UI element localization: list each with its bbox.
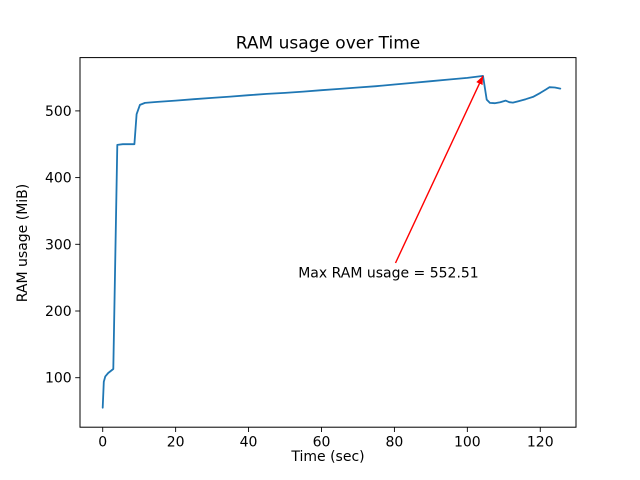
x-tick-label: 20 (167, 435, 185, 451)
x-tick-label: 100 (454, 435, 481, 451)
x-tick-label: 0 (98, 435, 107, 451)
y-tick-label: 300 (45, 237, 72, 253)
annotation-text: Max RAM usage = 552.51 (298, 266, 479, 282)
x-tick-label: 60 (313, 435, 331, 451)
ram-usage-line (101, 75, 562, 409)
y-tick-label: 100 (45, 371, 72, 387)
plot-area (79, 57, 577, 428)
y-tick-label: 400 (45, 171, 72, 187)
y-axis-ticks: 100 200 300 400 500 (45, 104, 80, 387)
x-tick-label: 120 (527, 435, 554, 451)
x-axis-label: Time (sec) (290, 449, 364, 465)
annotation-arrow (394, 75, 484, 264)
y-tick-label: 200 (45, 304, 72, 320)
x-tick-label: 80 (386, 435, 404, 451)
y-tick-label: 500 (45, 104, 72, 120)
x-axis-ticks: 0 20 40 60 80 100 120 (98, 427, 554, 451)
y-axis-label: RAM usage (MiB) (15, 184, 31, 302)
x-tick-label: 40 (240, 435, 258, 451)
chart-title: RAM usage over Time (236, 34, 420, 54)
